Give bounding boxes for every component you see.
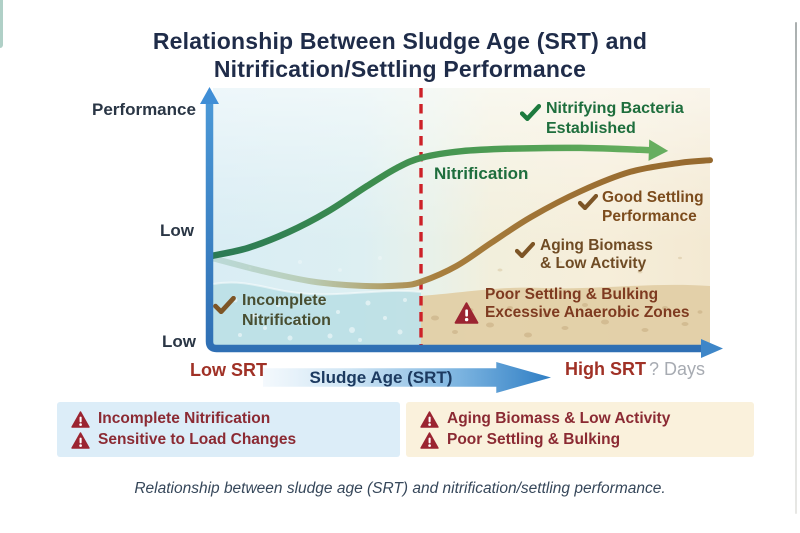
callout-text: Poor Settling & Bulking: [447, 431, 621, 448]
y-tick-lower: Low: [162, 332, 196, 351]
annotation-text: Performance: [602, 208, 697, 225]
x-axis-label: Sludge Age (SRT): [309, 368, 453, 387]
y-axis-label: Performance: [92, 100, 196, 119]
x-unit-label: ? Days: [649, 359, 706, 379]
figure-title-line1: Relationship Between Sludge Age (SRT) an…: [152, 28, 648, 54]
annotation-text: Incomplete: [242, 292, 327, 309]
annotation-poor-settling: Poor Settling & Bulking Excessive Anaero…: [485, 286, 689, 321]
annotation-incomplete-nitrification: Incomplete Nitrification: [242, 291, 331, 331]
annotation-text: Good Settling: [602, 189, 704, 206]
x-axis-arrowhead: [701, 339, 723, 358]
callout-row: Incomplete Nitrification: [71, 410, 400, 428]
annotation-text: Poor Settling & Bulking: [485, 286, 659, 303]
warning-icon: [420, 431, 439, 449]
check-icon: [515, 242, 535, 258]
callout-row: Aging Biomass & Low Activity: [420, 410, 754, 428]
callout-text: Aging Biomass & Low Activity: [447, 410, 671, 427]
y-axis-arrowhead: [200, 87, 219, 104]
callout-row: Sensitive to Load Changes: [71, 431, 400, 449]
annotation-text: Established: [546, 120, 636, 137]
annotation-text: Nitrifying Bacteria: [546, 100, 684, 117]
annotation-nitrifying-bacteria: Nitrifying Bacteria Established: [546, 99, 684, 139]
right-edge-line: [795, 22, 797, 514]
figure-caption: Relationship between sludge age (SRT) an…: [134, 480, 666, 497]
x-right-label: High SRT: [565, 359, 646, 379]
annotation-text: Aging Biomass: [540, 237, 653, 254]
check-icon: [520, 104, 541, 121]
x-left-label: Low SRT: [190, 360, 267, 380]
warning-icon: [454, 302, 479, 324]
high-srt-callout-box: Aging Biomass & Low Activity Poor Settli…: [406, 402, 754, 457]
callout-text: Sensitive to Load Changes: [98, 431, 297, 448]
check-icon: [213, 296, 236, 314]
nitrification-curve-label: Nitrification: [434, 164, 529, 183]
warning-icon: [71, 431, 90, 449]
callout-text: Incomplete Nitrification: [98, 410, 271, 427]
warning-icon: [420, 410, 439, 428]
left-edge-sliver: [0, 0, 3, 48]
annotation-text: & Low Activity: [540, 255, 647, 272]
annotation-good-settling: Good Settling Performance: [602, 188, 704, 226]
figure-title-line2: Nitrification/Settling Performance: [213, 56, 587, 82]
figure-title: Relationship Between Sludge Age (SRT) an…: [0, 27, 800, 83]
annotation-text: Excessive Anaerobic Zones: [485, 303, 690, 321]
callout-row: Poor Settling & Bulking: [420, 431, 754, 449]
warning-icon: [71, 410, 90, 428]
low-srt-callout-box: Incomplete Nitrification Sensitive to Lo…: [57, 402, 400, 457]
annotation-text: Nitrification: [242, 312, 331, 329]
y-tick-upper: Low: [160, 221, 194, 240]
check-icon: [578, 194, 598, 210]
annotation-aging-biomass: Aging Biomass & Low Activity: [540, 237, 653, 273]
